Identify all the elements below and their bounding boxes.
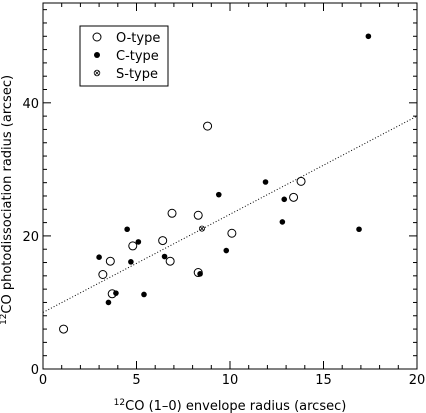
point-o-type [296, 176, 306, 186]
x-tick-label: 5 [132, 373, 140, 388]
point-o-type [128, 241, 138, 251]
point-o-type [105, 256, 115, 266]
point-c-type [262, 179, 269, 185]
point-c-type [215, 191, 222, 198]
y-tick-label: 40 [22, 97, 39, 112]
data-points [59, 33, 372, 334]
y-tick-label: 0 [31, 363, 39, 378]
x-axis-label-text: CO (1–0) envelope radius (arcsec) [125, 399, 346, 413]
legend-item-o-type: O-type [92, 31, 160, 46]
y-axis-label-text: CO photodissociation radius (arcsec) [0, 75, 15, 314]
point-o-type [193, 210, 203, 220]
legend-label-c-type: C-type [116, 49, 159, 64]
legend-item-s-type: S-type [93, 67, 158, 82]
point-s-type [198, 225, 205, 232]
point-c-type [135, 239, 142, 245]
point-c-type [223, 247, 230, 254]
axis-ticks [42, 3, 418, 370]
point-c-type [197, 271, 203, 277]
point-c-type [365, 33, 372, 40]
legend-marker-o-type [92, 32, 102, 42]
point-o-type [59, 324, 69, 334]
x-tick-label: 10 [222, 373, 239, 388]
point-s-type-cross [199, 226, 205, 231]
point-c-type [124, 226, 130, 233]
legend-marker-c-type [94, 52, 100, 58]
point-o-type [227, 228, 237, 238]
point-c-type [105, 299, 112, 306]
y-axis-label: 12CO photodissociation radius (arcsec) [0, 75, 15, 325]
point-c-type [279, 219, 286, 225]
point-o-type [203, 121, 213, 131]
x-tick-label: 0 [39, 373, 47, 388]
x-axis-label-sup: 12 [114, 398, 125, 408]
point-o-type [165, 256, 175, 266]
fit-line [42, 115, 418, 313]
point-c-type [141, 291, 147, 298]
point-c-type [128, 259, 134, 265]
x-axis-label: 12CO (1–0) envelope radius (arcsec) [114, 398, 347, 413]
point-c-type [281, 196, 288, 203]
legend-label-s-type: S-type [116, 67, 158, 82]
y-tick-label: 20 [22, 230, 39, 245]
y-axis-label-sup: 12 [0, 314, 9, 325]
legend-item-c-type: C-type [94, 49, 159, 64]
legend: O-type C-type S-type [79, 25, 169, 87]
point-o-type [98, 270, 108, 280]
point-c-type [161, 253, 168, 260]
legend-marker-s-type-cross [94, 70, 100, 76]
x-tick-label: 15 [315, 373, 332, 388]
point-o-type [158, 236, 168, 246]
tick-labels: 0 5 10 15 20 0 20 40 [22, 97, 425, 388]
point-o-type [167, 208, 177, 218]
point-c-type [356, 226, 362, 233]
point-c-type [96, 254, 102, 261]
point-o-type [289, 192, 299, 202]
legend-label-o-type: O-type [116, 31, 160, 46]
point-c-type [113, 290, 119, 296]
x-tick-label: 20 [409, 373, 426, 388]
